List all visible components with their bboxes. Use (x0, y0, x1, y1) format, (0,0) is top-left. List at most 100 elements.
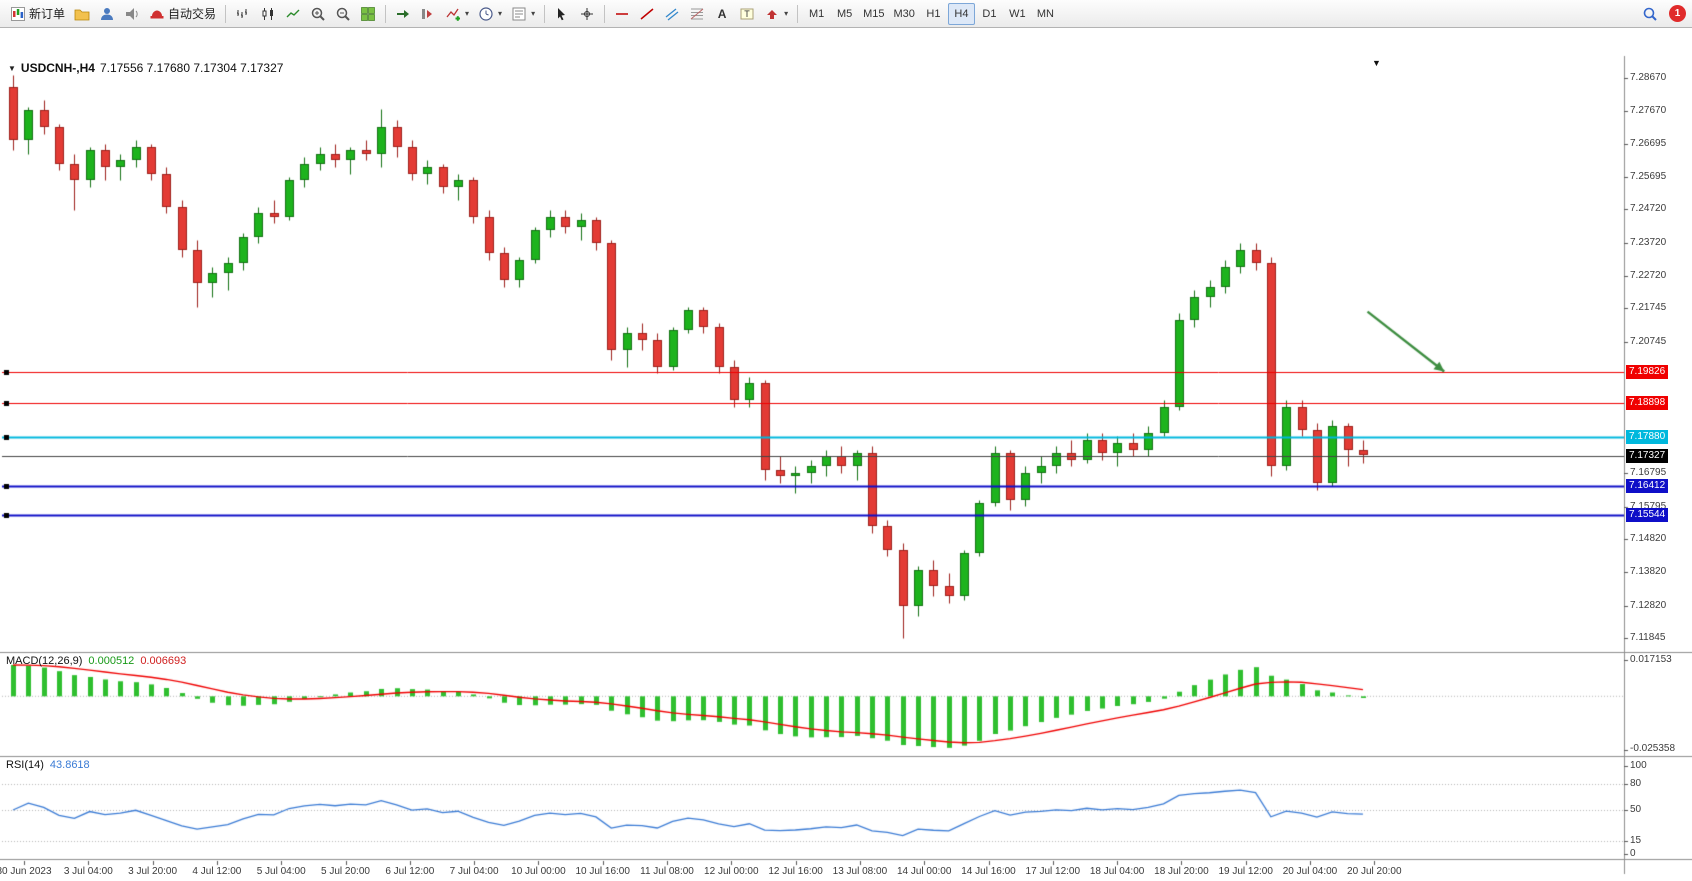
templates-dropdown-caret: ▾ (531, 9, 536, 18)
macd-axis-min-label: -0.025358 (1630, 743, 1676, 754)
crosshair-tool-button[interactable] (575, 3, 599, 25)
price-axis-label: 7.11845 (1630, 632, 1666, 643)
toolbar-separator (225, 4, 227, 23)
search-button[interactable] (1638, 3, 1662, 25)
zoom-out-button[interactable] (331, 3, 355, 25)
templates-button[interactable]: ▾ (507, 3, 539, 25)
clock-icon (479, 6, 493, 21)
candlestick-mode-button[interactable] (256, 3, 280, 25)
bar-chart-mode-button[interactable] (231, 3, 255, 25)
templates-icon (512, 7, 526, 20)
bar-chart-icon (237, 8, 248, 18)
time-axis-label: 10 Jul 16:00 (575, 866, 630, 877)
toolbar-separator (385, 4, 387, 23)
auto-scroll-button[interactable] (391, 3, 415, 25)
time-axis-label: 12 Jul 16:00 (768, 866, 823, 877)
arrow-shapes-icon (767, 9, 778, 19)
timeframe-button-m1[interactable]: M1 (808, 7, 825, 20)
fibonacci-tool-button[interactable] (685, 3, 709, 25)
text-label-tool-button[interactable]: T (735, 3, 759, 25)
timeframe-button-h4[interactable]: H4 (947, 2, 975, 25)
channel-icon (665, 7, 679, 21)
time-axis-label: 13 Jul 08:00 (832, 866, 888, 877)
price-axis-label: 7.22720 (1630, 270, 1667, 282)
autotrading-icon (150, 10, 164, 18)
chart-shift-button[interactable] (416, 3, 440, 25)
price-axis-label: 7.15795 (1630, 500, 1667, 512)
toolbar-separator (604, 4, 606, 23)
tile-windows-button[interactable] (356, 3, 380, 25)
time-axis-label: 10 Jul 00:00 (511, 866, 566, 877)
time-axis-label: 17 Jul 12:00 (1025, 866, 1081, 877)
price-axis-label: 7.24720 (1630, 203, 1667, 215)
rsi-axis-label: 80 (1630, 777, 1642, 789)
timeframe-button-m15[interactable]: M15 (863, 7, 885, 20)
indicators-button[interactable]: ▾ (441, 3, 473, 25)
price-axis-label: 7.16795 (1630, 467, 1667, 479)
price-axis-label: 7.23720 (1630, 236, 1667, 248)
arrows-tool-button[interactable]: ▾ (760, 3, 792, 25)
cursor-tool-button[interactable] (550, 3, 574, 25)
navigator-person-icon (101, 7, 114, 20)
time-axis-label: 4 Jul 12:00 (192, 866, 242, 877)
macd-indicator-label: MACD(12,26,9) 0.000512 0.006693 (6, 655, 186, 667)
timeframe-button-d1[interactable]: D1 (982, 7, 997, 20)
price-axis-label: 7.12820 (1630, 599, 1667, 611)
new-order-icon (11, 6, 25, 21)
navigator-button[interactable] (95, 3, 119, 25)
zoom-in-icon (311, 7, 325, 21)
autotrading-button[interactable]: 自动交易 (145, 3, 220, 25)
crosshair-icon (581, 7, 594, 20)
line-chart-mode-button[interactable] (281, 3, 305, 25)
timeframe-button-m5[interactable]: M5 (836, 7, 853, 20)
rsi-axis-label: 100 (1630, 760, 1647, 771)
toolbar-separator (544, 4, 546, 23)
timeframe-button-m30[interactable]: M30 (893, 7, 915, 20)
price-axis-label: 7.21745 (1630, 302, 1667, 314)
price-axis-label: 7.14820 (1630, 532, 1667, 544)
rsi-name: RSI(14) (6, 759, 44, 771)
timeframe-button-w1[interactable]: W1 (1009, 7, 1026, 20)
zoom-in-button[interactable] (306, 3, 330, 25)
periods-dropdown-caret: ▾ (498, 9, 503, 18)
rsi-indicator-label: RSI(14) 43.8618 (6, 759, 90, 771)
auto-scroll-icon (397, 9, 410, 18)
new-order-label: 新订单 (29, 7, 66, 21)
time-axis-label: 6 Jul 12:00 (385, 866, 435, 877)
periods-button[interactable]: ▾ (474, 3, 506, 25)
rsi-value: 43.8618 (49, 759, 90, 771)
chart-ohlc-values: 7.17556 7.17680 7.17304 7.17327 (99, 61, 284, 75)
new-order-button[interactable]: 新订单 (6, 3, 69, 25)
indicators-dropdown-caret: ▾ (465, 9, 470, 18)
timeframe-button-mn[interactable]: MN (1036, 7, 1054, 20)
search-icon (1643, 7, 1657, 21)
chart-shift-marker[interactable]: ▼ (1372, 58, 1381, 68)
macd-value: 0.000512 (88, 655, 135, 667)
autotrading-label: 自动交易 (168, 7, 217, 21)
time-axis-label: 5 Jul 20:00 (321, 866, 370, 877)
macd-axis-max-label: 0.017153 (1630, 654, 1672, 665)
price-axis-label: 7.27670 (1630, 105, 1667, 117)
profiles-folder-icon (74, 9, 90, 20)
horizontal-line-tool-button[interactable] (610, 3, 634, 25)
channel-tool-button[interactable] (660, 3, 684, 25)
chart-menu-icon[interactable]: ▼ (8, 63, 16, 73)
time-axis-label: 14 Jul 00:00 (896, 866, 952, 877)
time-axis-label: 20 Jul 20:00 (1347, 866, 1402, 877)
alerts-button[interactable] (120, 3, 144, 25)
timeframe-button-h1[interactable]: H1 (926, 7, 941, 20)
profiles-button[interactable] (70, 3, 94, 25)
horizontal-line-icon (616, 12, 629, 15)
notification-badge[interactable]: 1 (1669, 5, 1686, 22)
price-chart-canvas[interactable] (0, 28, 1692, 881)
trendline-tool-button[interactable] (635, 3, 659, 25)
rsi-axis-label: 15 (1630, 834, 1642, 846)
text-tool-icon: A (717, 6, 727, 21)
time-axis-label: 18 Jul 04:00 (1089, 866, 1145, 877)
text-tool-button[interactable]: A (710, 3, 734, 25)
chart-symbol-period: USDCNH-,H4 (20, 61, 95, 75)
price-axis-label: 7.28670 (1630, 72, 1667, 83)
text-label-icon: T (740, 8, 754, 19)
toolbar-separator (797, 4, 799, 23)
time-axis-label: 11 Jul 08:00 (640, 866, 694, 877)
